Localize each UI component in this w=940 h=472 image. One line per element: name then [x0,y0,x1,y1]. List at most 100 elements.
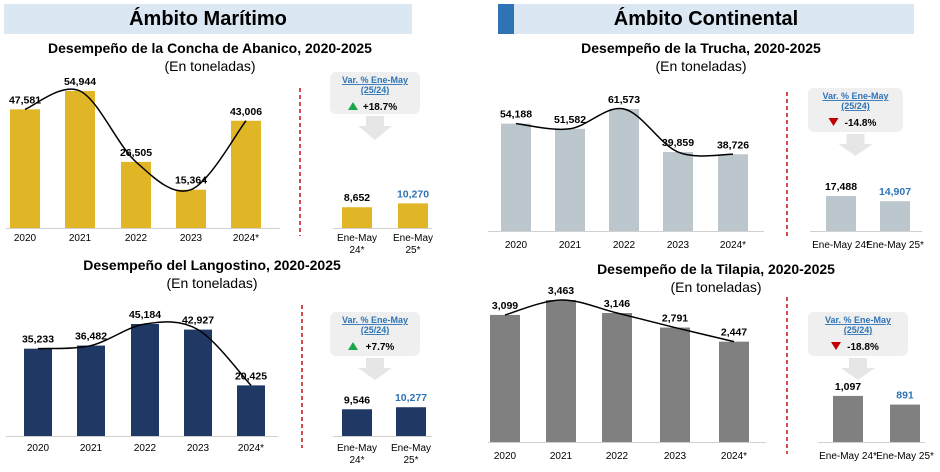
chart-title: Desempeño de la Trucha, 2020-2025 [581,40,821,56]
comparison-data-label: 8,652 [344,192,370,204]
chart-title: Desempeño de la Tilapia, 2020-2025 [597,261,835,277]
section-header-maritimo: Ámbito Marítimo [4,4,412,34]
bar-2020 [490,314,520,442]
bar-2021 [555,128,585,231]
chart-subtitle: (En toneladas) [655,58,746,74]
tick-label: 2020 [27,443,50,454]
tick-label: 2022 [134,443,157,454]
comparison-bar [342,207,372,228]
bar-2023 [660,327,690,442]
comparison-bar [396,407,426,436]
chart-langostino: Desempeño del Langostino, 2020-2025 (En t… [6,257,432,466]
callout-value: +18.7% [363,102,397,113]
bar-2020 [10,109,40,228]
bar-2023 [663,152,693,231]
tick-label: 2021 [550,451,573,462]
bar-2020 [501,123,531,231]
data-label: 3,463 [548,285,574,297]
comparison-data-label: 17,488 [825,181,857,193]
data-label: 39,859 [662,137,694,149]
bar-2023 [184,329,212,436]
comparison-bar [833,395,863,442]
arrow-down-icon [358,116,392,140]
tick-label: 2021 [559,240,582,251]
callout-value: +7.7% [366,342,395,353]
trendline [37,321,252,386]
bar-2020 [24,348,52,436]
bar-2022 [602,312,632,442]
comparison-data-label: 14,907 [879,186,911,198]
section-title-continental: Ámbito Continental [613,8,799,30]
section-title-maritimo: Ámbito Marítimo [129,8,287,30]
bar-2023 [176,189,206,228]
chart-title: Desempeño del Langostino, 2020-2025 [83,257,341,273]
triangle-up-icon [348,342,358,350]
comparison-tick-label: Ene-May [393,233,433,244]
data-label: 51,582 [554,114,586,126]
data-label: 45,184 [129,309,161,321]
data-label: 3,146 [604,298,630,310]
tick-label: 2021 [69,233,92,244]
data-label: 47,581 [9,94,41,106]
data-label: 3,099 [492,300,518,312]
tick-label: 2023 [664,451,687,462]
triangle-up-icon [348,102,358,110]
arrow-down-icon [838,134,873,156]
tick-label: 2023 [180,233,203,244]
data-label: 2,447 [721,327,747,339]
bar-2022 [121,161,151,228]
arrow-down-icon [841,358,875,380]
callout-value: -18.8% [847,342,879,353]
chart-subtitle: (En toneladas) [164,58,255,74]
comparison-tick-label: Ene-May [337,443,377,454]
comparison-tick-label: 25* [405,245,420,256]
comparison-tick-label: Ene-May 24* [819,451,877,462]
triangle-down-icon [828,118,839,126]
tick-label: 2024* [720,240,746,251]
callout-title: Var. % Ene-May [822,91,888,101]
data-label: 38,726 [717,139,749,151]
chart-subtitle: (En toneladas) [670,279,761,295]
triangle-down-icon [831,342,841,350]
data-label: 42,927 [182,315,214,327]
bar-2022 [609,109,639,231]
comparison-tick-label: Ene-May [391,443,431,454]
comparison-tick-label: Ene-May 24* [812,240,870,251]
trendline [515,107,734,157]
data-label: 54,188 [500,109,532,121]
comparison-bar [890,404,920,442]
bar-2022 [131,324,159,436]
section-accent-bar [498,4,514,34]
chart-trucha: Desempeño de la Trucha, 2020-2025 (En ton… [488,40,924,251]
tick-label: 2024* [721,451,747,462]
data-label: 61,573 [608,94,640,106]
chart-title: Desempeño de la Concha de Abanico, 2020-… [48,40,372,56]
data-label: 54,944 [64,76,96,88]
callout-title: (25/24) [841,101,870,111]
trendline [504,299,735,343]
comparison-tick-label: 24* [349,245,364,256]
callout-title: Var. % Ene-May [342,315,408,325]
callout-title: (25/24) [844,325,873,335]
bar-2021 [77,345,105,436]
tick-label: 2020 [494,451,517,462]
data-label: 36,482 [75,331,107,343]
tick-label: 2020 [14,233,37,244]
data-label: 20,425 [235,370,267,382]
comparison-tick-label: Ene-May 25* [866,240,924,251]
comparison-data-label: 10,277 [395,392,427,404]
callout-title: Var. % Ene-May [342,75,408,85]
bar-2021 [546,300,576,442]
data-label: 43,006 [230,106,262,118]
comparison-data-label: 1,097 [835,381,861,393]
tick-label: 2022 [613,240,636,251]
comparison-tick-label: 25* [403,455,418,466]
chart-subtitle: (En toneladas) [166,275,257,291]
tick-label: 2020 [505,240,528,251]
comparison-data-label: 9,546 [344,394,370,406]
data-label: 26,505 [120,147,152,159]
bar-2021 [65,91,95,228]
tick-label: 2022 [606,451,629,462]
bar-2024 [719,341,749,442]
